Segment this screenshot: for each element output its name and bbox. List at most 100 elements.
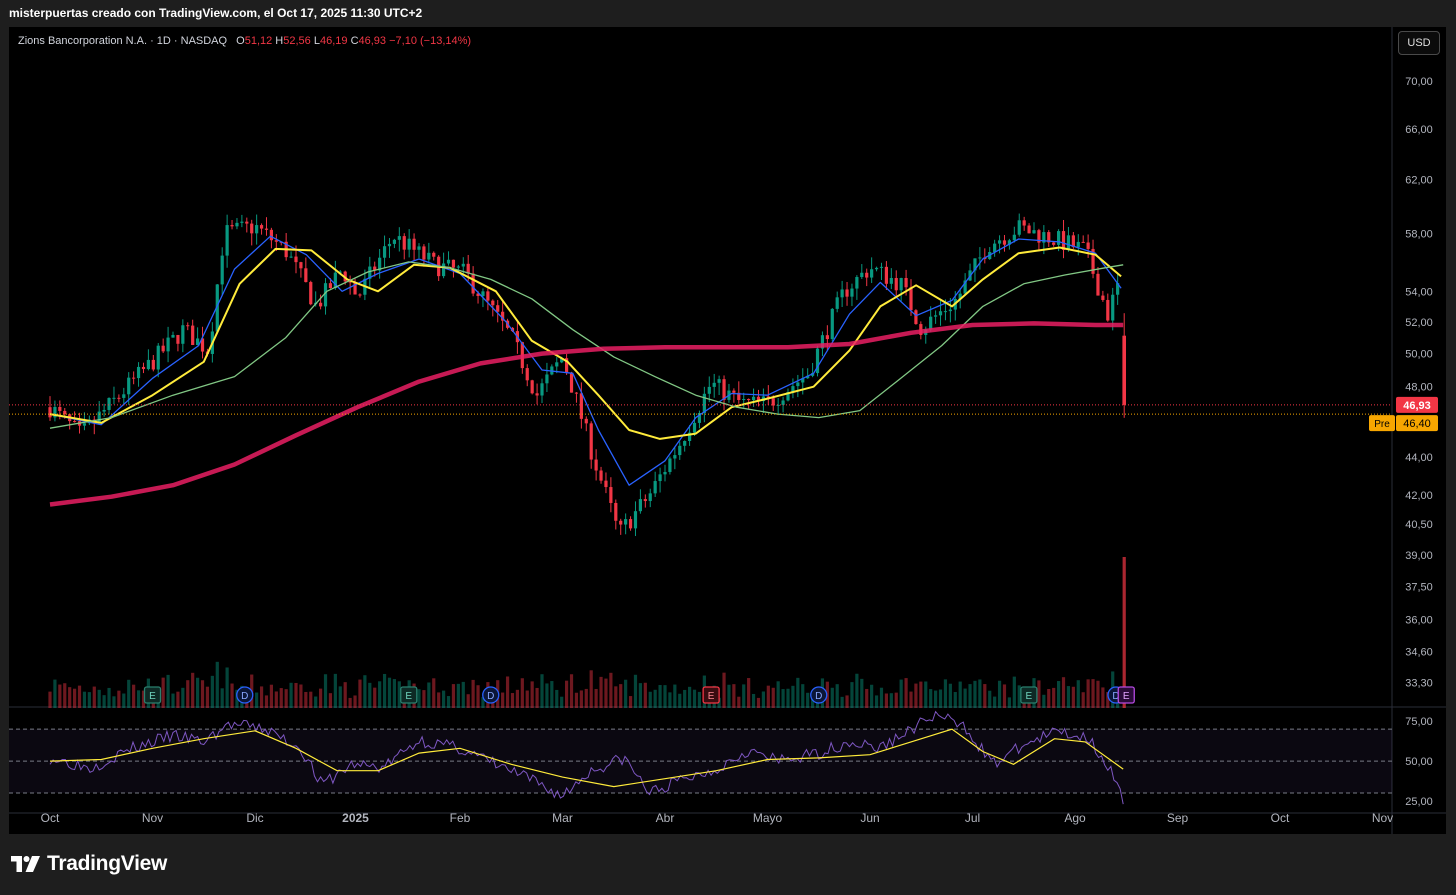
candle-body [141,366,146,370]
candle-body [1017,220,1021,235]
volume-bar [171,693,175,708]
volume-bar [1091,679,1095,708]
x-tick-label: Oct [41,811,60,825]
x-tick-label: Jun [860,811,879,825]
tradingview-logo[interactable]: TradingView [11,852,167,876]
candle-body [63,410,67,415]
rsi-y-tick-label: 50,00 [1405,756,1433,768]
candle-body [815,348,820,374]
x-tick-label: Mar [552,811,573,825]
candle-body [565,358,569,373]
candle-body [938,311,943,316]
candle-body [1007,240,1011,245]
candle-body [1012,234,1016,241]
earnings-marker-label: E [1026,691,1033,702]
candle-body [166,337,170,352]
open-label: O [236,35,245,47]
volume-bar [466,694,470,708]
earnings-marker [1117,686,1135,704]
volume-bar [348,697,352,708]
y-tick-label: 33,30 [1405,678,1433,690]
volume-bar [1061,677,1066,708]
volume-bar [461,681,465,708]
candle-body [1076,241,1080,248]
candle-body [200,338,205,352]
volume-bar [68,687,72,708]
volume-bar [136,690,141,708]
volume-bar [550,681,554,708]
volume-bar [914,683,918,708]
candle-body [289,256,293,258]
candle-body [574,392,579,394]
volume-bar [737,696,741,708]
volume-bar [874,695,879,708]
y-tick-label: 48,00 [1405,382,1433,394]
volume-bar [427,682,431,708]
y-tick-label: 34,60 [1405,647,1433,659]
volume-bar [751,693,756,708]
currency-button[interactable]: USD [1398,31,1440,55]
candle-body [486,291,490,301]
candle-body [132,377,136,379]
volume-bar [215,661,219,708]
volume-bar [382,673,387,708]
candle-body [117,397,121,399]
volume-bar [766,685,770,708]
candle-body [948,309,952,312]
volume-bar [958,681,962,708]
volume-bar [417,689,421,708]
candle-body [382,246,387,258]
candle-body [653,481,657,494]
candle-body [997,240,1002,244]
candle-body [53,406,57,418]
volume-bar [860,678,864,708]
y-tick-label: 44,00 [1405,452,1433,464]
volume-bar [786,688,790,708]
volume-bar [520,678,524,708]
candle-body [146,359,150,370]
candle-body [1057,231,1061,245]
candle-body [1081,241,1085,243]
volume-bar [619,684,623,708]
candle-body [102,409,106,412]
candle-body [407,238,411,250]
y-tick-label: 37,50 [1405,582,1433,594]
volume-bar [48,691,52,708]
volume-bar [978,679,982,708]
volume-bar [181,687,185,708]
candle-body [501,311,505,321]
dividend-marker [810,686,828,704]
candle-body [1086,242,1090,249]
candle-body [525,368,529,381]
volume-bar [535,687,539,708]
volume-bar [235,689,239,708]
rsi-band-fill [9,729,1392,794]
volume-bar [530,681,534,708]
y-tick-label: 66,00 [1405,124,1433,136]
volume-bar [269,684,273,708]
rsi-y-tick-label: 75,00 [1405,716,1433,728]
candle-body [889,277,893,284]
volume-bar [1017,685,1021,708]
chart-panel[interactable]: 70,00 66,00 62,00 58,00 54,00 52,00 50,00 48,00… [9,27,1446,834]
volume-bar [1037,680,1041,708]
candle-body [422,246,426,260]
volume-bar [929,689,933,708]
volume-bar [77,685,82,708]
volume-bar [176,691,180,708]
candle-body [461,263,465,267]
volume-bar [604,678,608,708]
volume-bar [594,688,598,708]
candle-body [884,266,888,284]
candle-body [220,255,224,285]
volume-bar [948,683,952,708]
x-tick-label: Oct [1271,811,1290,825]
candle-body [451,259,456,268]
candle-body [879,266,884,268]
candle-body [250,223,254,234]
volume-bar [387,677,392,708]
y-tick-label: 36,00 [1405,615,1433,627]
y-tick-label: 40,50 [1405,519,1433,531]
chart-canvas[interactable]: 70,00 66,00 62,00 58,00 54,00 52,00 50,00 48,00… [9,27,1446,834]
candle-body [796,382,800,387]
